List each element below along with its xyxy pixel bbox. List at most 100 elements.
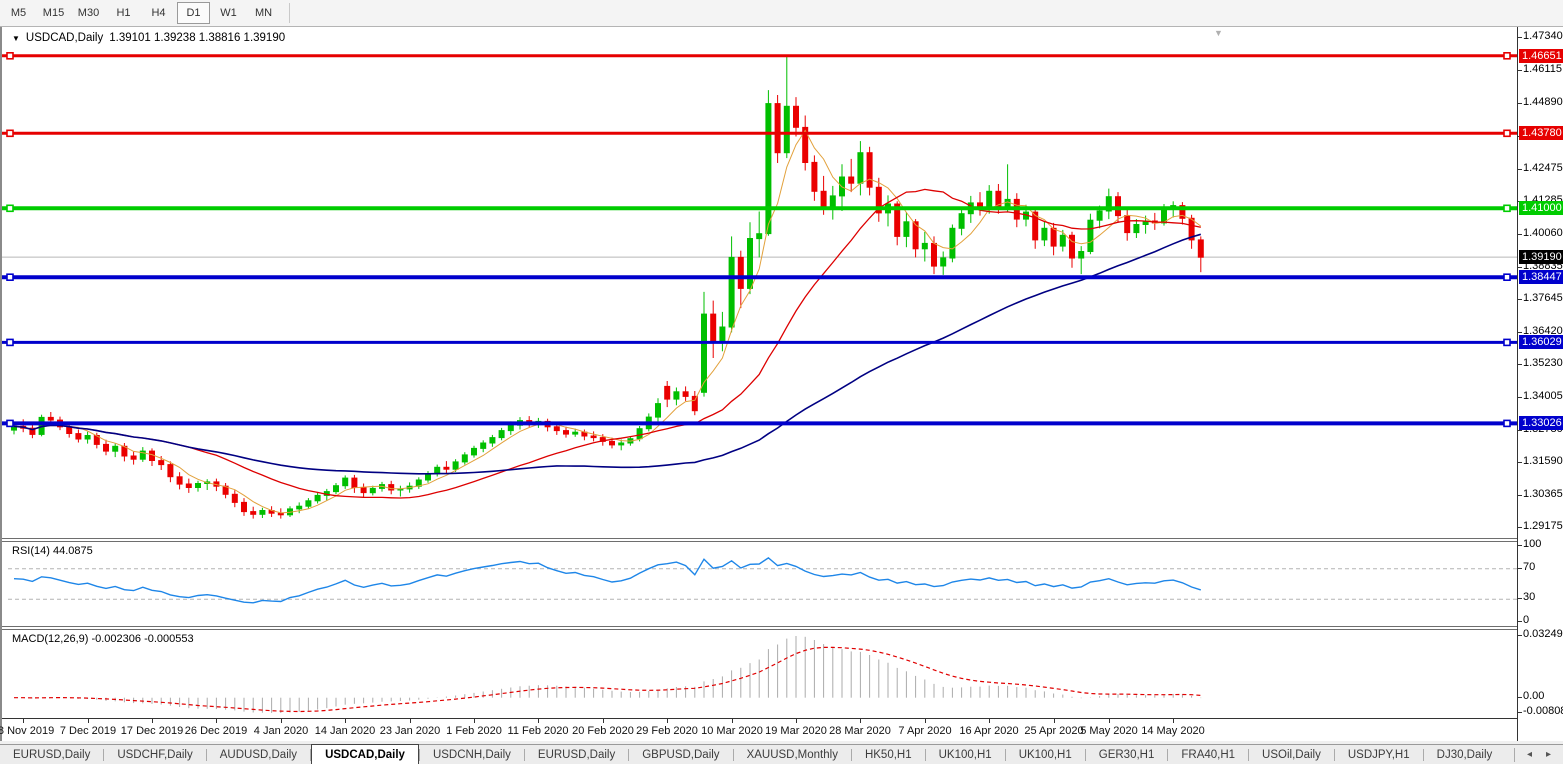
price-tick-label: 1.35230 bbox=[1523, 357, 1563, 369]
date-tick bbox=[860, 719, 861, 723]
date-label: 4 Jan 2020 bbox=[253, 725, 309, 737]
timeframe-toolbar: M5 M15 M30 H1 H4 D1 W1 MN bbox=[0, 0, 1563, 27]
tab-separator bbox=[1248, 748, 1250, 761]
tab-separator bbox=[103, 748, 105, 761]
hline-price-label: 1.43780 bbox=[1519, 126, 1563, 140]
tab-fra40-h1[interactable]: FRA40,H1 bbox=[1181, 748, 1236, 761]
hline-handle[interactable] bbox=[6, 273, 14, 281]
timeframe-button-d1[interactable]: D1 bbox=[177, 2, 210, 24]
tab-audusd-daily[interactable]: AUDUSD,Daily bbox=[219, 748, 298, 761]
tab-scroll-right-icon[interactable]: ▸ bbox=[1545, 749, 1551, 760]
macd-tick-label: 0.00 bbox=[1523, 690, 1545, 702]
hline-handle[interactable] bbox=[1503, 129, 1511, 138]
tab-hk50-h1[interactable]: HK50,H1 bbox=[864, 748, 912, 761]
hline-handle[interactable] bbox=[6, 51, 14, 60]
pane-splitter[interactable] bbox=[2, 626, 1517, 628]
macd-label: MACD(12,26,9) -0.002306 -0.000553 bbox=[12, 633, 194, 645]
hline-handle[interactable] bbox=[6, 338, 14, 347]
hline-handle[interactable] bbox=[6, 204, 14, 213]
axis-tick bbox=[1518, 598, 1522, 599]
date-tick bbox=[538, 719, 539, 723]
rsi-tick-label: 70 bbox=[1523, 561, 1536, 573]
timeframe-button-h4[interactable]: H4 bbox=[151, 7, 166, 19]
price-pane[interactable] bbox=[2, 27, 1517, 538]
date-label: 29 Feb 2020 bbox=[636, 725, 698, 737]
tab-usdcad-daily[interactable]: USDCAD,Daily bbox=[311, 744, 419, 764]
axis-tick bbox=[1518, 103, 1522, 104]
axis-tick bbox=[1518, 527, 1522, 528]
price-tick-label: 1.30365 bbox=[1523, 488, 1563, 500]
macd-svg[interactable] bbox=[2, 630, 1517, 718]
tab-separator bbox=[1167, 748, 1169, 761]
tab-scroll-controls: ◂ ▸ bbox=[1513, 747, 1563, 762]
tab-uk100-h1[interactable]: UK100,H1 bbox=[1018, 748, 1072, 761]
date-label: 1 Feb 2020 bbox=[446, 725, 502, 737]
tab-scroll-left-icon[interactable]: ◂ bbox=[1526, 749, 1532, 760]
tab-xauusd-monthly[interactable]: XAUUSD,Monthly bbox=[746, 748, 838, 761]
price-tick-label: 1.31590 bbox=[1523, 455, 1563, 467]
tab-usoil-daily[interactable]: USOil,Daily bbox=[1262, 748, 1321, 761]
axis-tick bbox=[1518, 364, 1522, 365]
axis-tick bbox=[1518, 545, 1522, 546]
price-axis[interactable]: 1.473401.461151.448901.436651.424751.412… bbox=[1517, 27, 1563, 741]
pane-splitter[interactable] bbox=[2, 538, 1517, 540]
tab-usdcnh-daily[interactable]: USDCNH,Daily bbox=[432, 748, 511, 761]
tab-usdchf-daily[interactable]: USDCHF,Daily bbox=[117, 748, 193, 761]
hline-handle[interactable] bbox=[1503, 419, 1511, 428]
timeframe-button-h1[interactable]: H1 bbox=[116, 7, 131, 19]
tab-separator bbox=[205, 748, 207, 761]
date-label: 5 May 2020 bbox=[1080, 725, 1138, 737]
symbol-tabbar: EURUSD,Daily USDCHF,Daily AUDUSD,Daily USDC… bbox=[0, 744, 1563, 764]
axis-tick bbox=[1518, 70, 1522, 71]
tab-ger30-h1[interactable]: GER30,H1 bbox=[1098, 748, 1155, 761]
axis-tick bbox=[1518, 712, 1522, 713]
hline-handle[interactable] bbox=[1503, 338, 1511, 347]
timeframe-button-m15[interactable]: M15 bbox=[42, 7, 65, 19]
date-tick bbox=[281, 719, 282, 723]
price-tick-label: 1.47340 bbox=[1523, 30, 1563, 42]
rsi-tick-label: 100 bbox=[1523, 538, 1542, 550]
rsi-label: RSI(14) 44.0875 bbox=[12, 545, 93, 557]
tab-eurusd-daily[interactable]: EURUSD,Daily bbox=[537, 748, 616, 761]
price-tick-label: 1.42475 bbox=[1523, 162, 1563, 174]
hline-handle[interactable] bbox=[1503, 204, 1511, 213]
tab-usdjpy-h1[interactable]: USDJPY,H1 bbox=[1347, 748, 1410, 761]
timeframe-button-w1[interactable]: W1 bbox=[220, 7, 237, 19]
date-label: 28 Nov 2019 bbox=[0, 725, 55, 737]
chart-title: ▼ USDCAD,Daily 1.39101 1.39238 1.38816 1… bbox=[12, 32, 285, 44]
date-label: 25 Apr 2020 bbox=[1024, 725, 1084, 737]
hline-handle[interactable] bbox=[1503, 51, 1511, 60]
hline-handle[interactable] bbox=[1503, 273, 1511, 281]
timeframe-button-m5[interactable]: M5 bbox=[10, 7, 27, 19]
hline-handle[interactable] bbox=[6, 129, 14, 138]
date-tick bbox=[925, 719, 926, 723]
macd-pane[interactable]: MACD(12,26,9) -0.002306 -0.000553 bbox=[2, 629, 1517, 718]
price-tick-label: 1.46115 bbox=[1523, 63, 1562, 75]
tab-separator bbox=[523, 748, 525, 761]
chart-shift-icon[interactable]: ▼ bbox=[1214, 28, 1223, 38]
rsi-svg[interactable] bbox=[2, 542, 1517, 626]
tab-uk100-h1[interactable]: UK100,H1 bbox=[938, 748, 992, 761]
hline-price-label: 1.41000 bbox=[1519, 201, 1563, 215]
rsi-tick-label: 0 bbox=[1523, 614, 1530, 626]
tab-eurusd-daily[interactable]: EURUSD,Daily bbox=[13, 748, 91, 761]
tab-separator bbox=[1422, 748, 1424, 761]
price-chart-svg[interactable] bbox=[2, 27, 1517, 538]
ma-20-line bbox=[13, 188, 1201, 499]
rsi-pane[interactable]: RSI(14) 44.0875 bbox=[2, 541, 1517, 626]
price-tick-label: 1.29175 bbox=[1523, 520, 1563, 532]
date-label: 14 Jan 2020 bbox=[314, 725, 376, 737]
date-label: 23 Jan 2020 bbox=[379, 725, 441, 737]
timeframe-button-m30[interactable]: M30 bbox=[77, 7, 100, 19]
tab-dj30-daily[interactable]: DJ30,Daily bbox=[1436, 748, 1493, 761]
hline-handle[interactable] bbox=[6, 419, 14, 428]
tab-separator bbox=[850, 748, 852, 761]
timeframe-button-mn[interactable]: MN bbox=[254, 7, 273, 19]
tab-gbpusd-daily[interactable]: GBPUSD,Daily bbox=[642, 748, 720, 761]
date-tick bbox=[1054, 719, 1055, 723]
axis-tick bbox=[1518, 697, 1522, 698]
chart-dropdown-icon[interactable]: ▼ bbox=[12, 33, 20, 43]
price-tick-label: 1.40060 bbox=[1523, 227, 1563, 239]
toolbar-separator bbox=[289, 3, 290, 23]
